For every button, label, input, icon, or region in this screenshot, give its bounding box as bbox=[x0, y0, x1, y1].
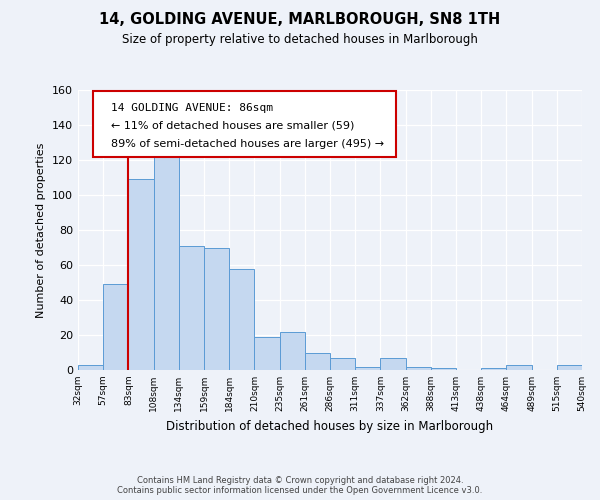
Text: 14 GOLDING AVENUE: 86sqm: 14 GOLDING AVENUE: 86sqm bbox=[111, 102, 273, 113]
Bar bbox=[204, 248, 229, 370]
FancyBboxPatch shape bbox=[93, 92, 395, 157]
Bar bbox=[179, 246, 204, 370]
Text: 89% of semi-detached houses are larger (495) →: 89% of semi-detached houses are larger (… bbox=[111, 139, 384, 149]
Bar bbox=[280, 332, 305, 370]
Text: Contains public sector information licensed under the Open Government Licence v3: Contains public sector information licen… bbox=[118, 486, 482, 495]
Bar bbox=[481, 368, 506, 370]
Bar bbox=[229, 268, 254, 370]
Bar bbox=[154, 137, 179, 370]
Bar bbox=[406, 366, 431, 370]
Bar bbox=[305, 352, 330, 370]
Text: 14, GOLDING AVENUE, MARLBOROUGH, SN8 1TH: 14, GOLDING AVENUE, MARLBOROUGH, SN8 1TH bbox=[100, 12, 500, 28]
Bar bbox=[431, 368, 456, 370]
Text: Contains HM Land Registry data © Crown copyright and database right 2024.: Contains HM Land Registry data © Crown c… bbox=[137, 476, 463, 485]
Text: ← 11% of detached houses are smaller (59): ← 11% of detached houses are smaller (59… bbox=[111, 121, 354, 131]
Bar bbox=[355, 366, 380, 370]
X-axis label: Distribution of detached houses by size in Marlborough: Distribution of detached houses by size … bbox=[166, 420, 494, 432]
Bar bbox=[103, 284, 128, 370]
Bar bbox=[128, 180, 154, 370]
Bar bbox=[78, 365, 103, 370]
Bar bbox=[330, 358, 355, 370]
Y-axis label: Number of detached properties: Number of detached properties bbox=[37, 142, 46, 318]
Bar bbox=[254, 337, 280, 370]
Bar bbox=[506, 365, 532, 370]
Bar bbox=[557, 365, 582, 370]
Bar bbox=[380, 358, 406, 370]
Text: Size of property relative to detached houses in Marlborough: Size of property relative to detached ho… bbox=[122, 32, 478, 46]
